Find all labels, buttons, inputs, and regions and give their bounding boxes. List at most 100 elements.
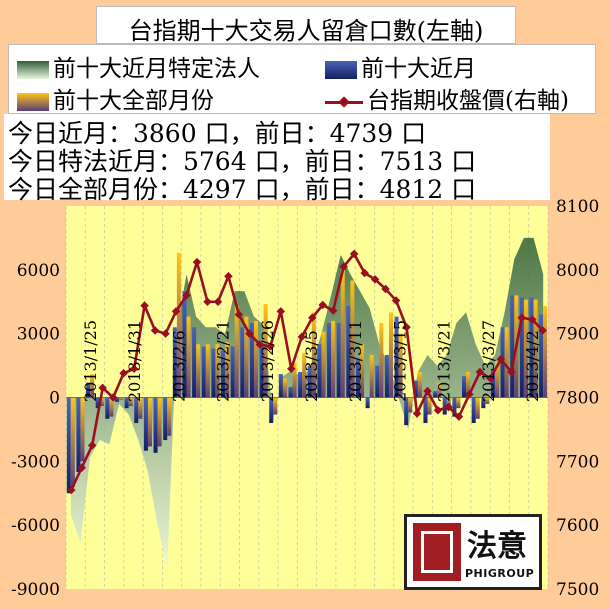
bar-all-months [253,320,259,398]
line-point [276,307,286,316]
right-axis-tick: 8100 [556,197,599,217]
line-point [486,374,495,383]
line-point [318,300,327,310]
bar-all-months [340,269,345,398]
bar-near-month [66,397,71,494]
line-point [203,297,212,306]
bar-near-month [529,297,534,398]
bar-all-months [80,397,85,462]
bar-all-months [273,397,278,415]
bar-all-months [99,397,104,407]
bar-near-month [201,346,206,398]
x-axis-tick: 2013/3/5 [302,330,321,402]
bar-all-months [292,363,297,398]
bar-all-months [321,331,326,398]
bar-near-month [124,397,129,409]
chart-title: 台指期十大交易人留倉口數(左軸) [128,17,484,45]
line-point [98,383,107,393]
right-axis-tick: 7900 [556,325,599,345]
line-point [108,393,118,402]
bar-all-months [225,342,230,398]
bar-all-months [446,397,451,407]
left-axis-tick: -6000 [11,516,60,536]
bar-near-month [143,397,148,451]
line-point [402,323,411,332]
legend-item-area: 前十大近月特定法人 [17,49,260,83]
bar-all-months [388,312,393,398]
line-point [77,463,86,472]
bar-all-months [157,397,162,447]
x-axis-tick: 2013/3/21 [435,320,454,402]
bar-near-month [95,397,100,409]
line-point [192,257,202,267]
bar-all-months [109,397,114,417]
line-point [255,340,265,349]
bar-near-month [317,344,322,398]
legend: 前十大近月特定法人 前十大近月 前十大全部月份 台指期收盤價(右軸) [8,44,596,114]
bar-all-months [215,344,220,398]
bar-all-months [302,352,307,398]
bar-all-months [186,316,191,398]
bar-near-month [211,348,216,398]
bar-all-months [128,397,133,407]
x-axis-tick: 2013/3/11 [346,320,365,402]
bar-near-month [259,344,264,398]
bar-all-months [196,344,201,398]
left-axis-tick: 6000 [17,261,60,281]
legend-label-bar-near: 前十大近月 [361,56,476,82]
x-axis-tick: 2013/2/26 [258,320,277,402]
line-point [297,332,307,342]
bar-all-months [533,299,538,398]
line-point [528,315,537,324]
line-point [339,262,348,271]
bar-near-month [413,380,418,398]
logo-mark-icon [413,523,461,581]
bar-near-month [153,397,158,453]
line-point [150,326,160,335]
line-point [182,291,191,300]
line-point [412,409,422,418]
line-point [475,367,485,377]
bar-near-month [278,374,283,398]
legend-swatch-area [17,61,49,79]
right-axis-tick: 8000 [556,261,599,281]
bar-all-months [234,306,239,398]
stat-institutional-near-month: 今日特法近月：5764 口，前日：7513 口 [8,147,477,176]
bar-near-month [375,365,380,398]
bar-all-months [475,397,480,419]
bar-near-month [163,397,168,441]
bar-all-months [379,323,384,398]
stats-panel: 今日近月：3860 口，前日：4739 口 今日特法近月：5764 口，前日：7… [4,114,550,204]
bar-all-months [244,316,249,398]
line-point [140,301,149,310]
bar-all-months [331,320,336,398]
line-point [381,284,390,294]
bar-all-months [147,397,152,447]
legend-swatch-bar-all [17,93,49,111]
line-point [87,441,97,450]
bar-near-month [269,397,274,424]
line-point [129,364,139,374]
bar-near-month [346,306,351,398]
left-axis-tick: -3000 [11,452,60,472]
bar-near-month [355,359,361,398]
x-axis-tick: 2013/2/21 [214,320,233,402]
bar-near-month [471,397,476,424]
bar-all-months [90,374,95,398]
bar-all-months [369,354,374,398]
legend-item-bar-all: 前十大全部月份 [17,81,214,115]
bar-near-month [510,295,515,398]
line-point [423,386,432,396]
left-axis-tick: -9000 [11,580,60,600]
line-point [433,406,443,415]
bar-near-month [105,397,110,419]
bar-all-months [350,280,355,398]
bar-near-month [384,354,389,398]
bar-all-months [437,382,442,398]
stat-near-month: 今日近月：3860 口，前日：4739 口 [8,119,427,148]
bar-all-months [485,397,490,404]
line-point [391,296,401,305]
line-point [328,306,338,315]
bar-near-month [365,397,370,409]
logo-name-cn: 法意 [467,529,527,564]
